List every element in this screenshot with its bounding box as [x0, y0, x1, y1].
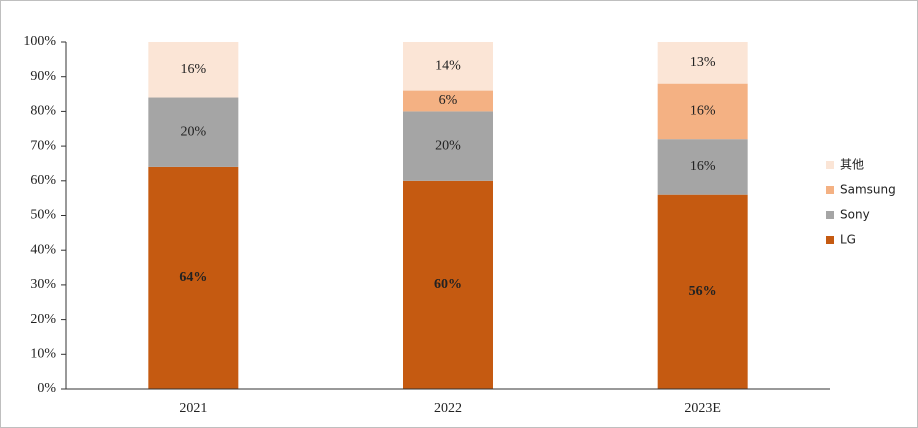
data-label: 56% [689, 284, 717, 299]
y-tick-label: 100% [23, 34, 56, 49]
x-tick-label: 2021 [179, 401, 207, 416]
data-label: 20% [435, 138, 461, 153]
data-label: 64% [179, 270, 207, 285]
bar-segment [657, 139, 748, 195]
bar-segment [148, 97, 239, 167]
y-tick-label: 0% [37, 381, 56, 396]
bar-segment [403, 42, 493, 91]
x-tick-label: 2023E [684, 401, 721, 416]
data-label: 16% [690, 159, 716, 174]
data-label: 6% [439, 93, 458, 108]
y-tick-label: 50% [30, 208, 56, 223]
bar-segment [657, 194, 748, 389]
data-label: 60% [434, 277, 462, 292]
data-label: 16% [180, 62, 206, 77]
legend-label: Samsung [840, 183, 896, 197]
y-tick-label: 40% [30, 242, 56, 257]
legend-label: 其他 [840, 158, 864, 172]
bar-segment [148, 166, 239, 389]
y-tick-label: 60% [30, 173, 56, 188]
bars [148, 42, 748, 389]
y-tick-label: 30% [30, 277, 56, 292]
y-tick-label: 20% [30, 312, 56, 327]
data-label: 16% [690, 104, 716, 119]
bar-segment [403, 180, 493, 389]
y-tick-label: 10% [30, 347, 56, 362]
x-tick-label: 2022 [434, 401, 462, 416]
legend-swatch [826, 236, 834, 244]
legend-label: LG [840, 233, 856, 247]
data-label: 14% [435, 59, 461, 74]
bar-segment [148, 42, 239, 98]
data-label: 13% [690, 55, 716, 70]
y-tick-label: 90% [30, 69, 56, 84]
legend-label: Sony [840, 208, 870, 222]
bar-segment [403, 111, 493, 181]
y-tick-label: 70% [30, 138, 56, 153]
legend-swatch [826, 211, 834, 219]
y-tick-label: 80% [30, 104, 56, 119]
legend-swatch [826, 186, 834, 194]
data-label: 20% [180, 124, 206, 139]
bar-segment [657, 83, 748, 140]
bar-segment [657, 42, 748, 84]
legend-swatch [826, 161, 834, 169]
bar-segment [403, 90, 493, 112]
